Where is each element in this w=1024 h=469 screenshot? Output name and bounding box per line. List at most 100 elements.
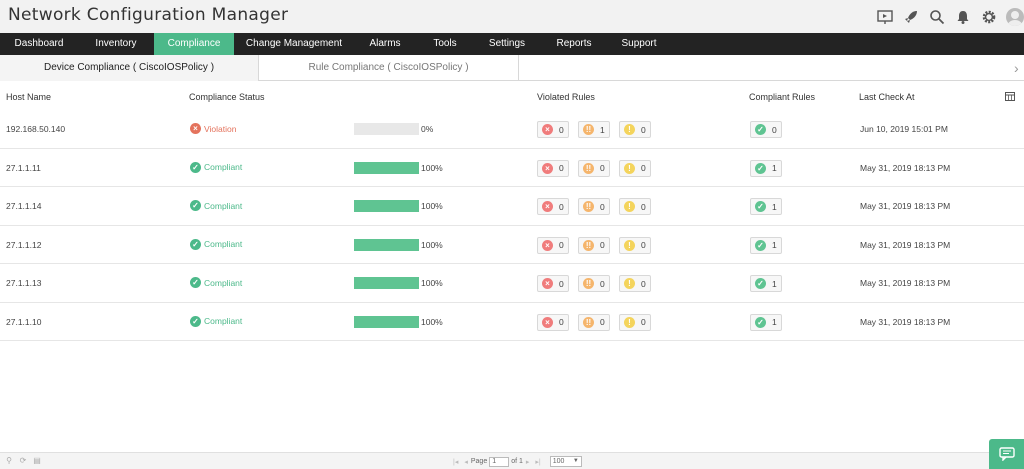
minor-icon: !	[624, 278, 635, 289]
minor-icon: !	[624, 239, 635, 251]
nav-tools[interactable]: Tools	[433, 38, 457, 49]
nav-inventory[interactable]: Inventory	[95, 38, 137, 49]
column-chooser-icon[interactable]	[1005, 92, 1015, 101]
last-check-at: May 31, 2019 18:13 PM	[860, 201, 951, 211]
major-violations-badge[interactable]: !! 0	[578, 159, 610, 177]
host-name[interactable]: 27.1.1.13	[6, 278, 42, 288]
table-row[interactable]: 27.1.1.12 ✓ Compliant 100% × 0 !! 0 ! 0 …	[0, 226, 1024, 264]
compliant-count: 1	[772, 163, 777, 173]
compliance-percent: 0%	[421, 124, 434, 134]
page-number-input[interactable]: 1	[489, 456, 510, 467]
compliant-rules-badge[interactable]: ✓ 1	[750, 313, 782, 331]
minor-violations-badge[interactable]: ! 0	[619, 198, 651, 215]
minor-violations-badge[interactable]: ! 0	[619, 159, 651, 177]
critical-icon: ×	[542, 201, 553, 212]
search-icon[interactable]	[924, 7, 950, 27]
compliant-rules-badge[interactable]: ✓ 1	[750, 198, 782, 215]
table-row[interactable]: 27.1.1.14 ✓ Compliant 100% × 0 !! 0 ! 0 …	[0, 187, 1024, 226]
next-page-icon[interactable]: ▸	[525, 458, 530, 466]
table-row[interactable]: 27.1.1.11 ✓ Compliant 100% × 0 !! 0 ! 0 …	[0, 149, 1024, 187]
critical-violations-badge[interactable]: × 0	[537, 313, 569, 331]
major-violations-badge[interactable]: !! 0	[578, 236, 610, 254]
critical-count: 0	[559, 163, 564, 173]
export-icon[interactable]: ▤	[33, 456, 41, 465]
minor-count: 0	[641, 163, 646, 173]
gear-icon[interactable]	[976, 7, 1002, 27]
host-name[interactable]: 27.1.1.12	[6, 239, 42, 250]
critical-icon: ×	[542, 162, 553, 174]
minor-violations-badge[interactable]: ! 0	[619, 236, 651, 254]
chevron-right-icon[interactable]: ›	[1014, 60, 1019, 76]
compliance-progress-bar	[354, 123, 419, 135]
compliant-rules-badge[interactable]: ✓ 1	[750, 275, 782, 292]
major-violations-badge[interactable]: !! 0	[578, 198, 610, 215]
table-row[interactable]: 27.1.1.10 ✓ Compliant 100% × 0 !! 0 ! 0 …	[0, 303, 1024, 341]
compliant-rules-badge[interactable]: ✓ 0	[750, 121, 782, 138]
compliant-rules-badge[interactable]: ✓ 1	[750, 236, 782, 254]
major-icon: !!	[583, 201, 594, 212]
nav-settings[interactable]: Settings	[488, 38, 526, 49]
critical-violations-badge[interactable]: × 0	[537, 275, 569, 292]
rocket-icon[interactable]	[898, 7, 924, 27]
major-violations-badge[interactable]: !! 0	[578, 313, 610, 331]
critical-violations-badge[interactable]: × 0	[537, 236, 569, 254]
nav-support[interactable]: Support	[621, 38, 657, 49]
chat-button[interactable]	[989, 439, 1024, 469]
table-row[interactable]: 27.1.1.13 ✓ Compliant 100% × 0 !! 0 ! 0 …	[0, 264, 1024, 303]
minor-violations-badge[interactable]: ! 0	[619, 275, 651, 292]
major-count: 0	[600, 240, 605, 250]
major-icon: !!	[583, 162, 594, 174]
critical-violations-badge[interactable]: × 0	[537, 198, 569, 215]
bell-icon[interactable]	[950, 7, 976, 27]
first-page-icon[interactable]: |◂	[453, 458, 459, 466]
major-violations-badge[interactable]: !! 0	[578, 275, 610, 292]
refresh-icon[interactable]: ⟳	[19, 456, 27, 465]
compliance-status: ✓ Compliant	[190, 315, 242, 327]
major-count: 1	[600, 124, 605, 135]
compliant-rules-badge[interactable]: ✓ 1	[750, 159, 782, 177]
status-text: Compliant	[204, 162, 243, 172]
minor-icon: !	[624, 162, 635, 174]
nav-dashboard[interactable]: Dashboard	[14, 38, 64, 49]
host-name[interactable]: 27.1.1.10	[6, 316, 42, 327]
major-violations-badge[interactable]: !! 1	[578, 121, 610, 138]
host-name[interactable]: 27.1.1.11	[6, 162, 41, 173]
status-text: Compliant	[204, 277, 243, 288]
minor-count: 0	[641, 240, 646, 250]
compliance-percent: 100%	[421, 239, 443, 250]
host-name[interactable]: 192.168.50.140	[6, 124, 66, 134]
search-icon[interactable]: ⚲	[6, 456, 12, 465]
header-violated-rules[interactable]: Violated Rules	[537, 92, 595, 102]
avatar[interactable]	[1006, 8, 1024, 26]
status-text: Violation	[204, 123, 237, 134]
compliance-status: ✓ Compliant	[190, 238, 243, 250]
nav-alarms[interactable]: Alarms	[369, 38, 401, 49]
minor-violations-badge[interactable]: ! 0	[619, 121, 651, 138]
minor-count: 0	[641, 317, 646, 327]
nav-reports[interactable]: Reports	[556, 38, 592, 49]
minor-violations-badge[interactable]: ! 0	[619, 313, 651, 331]
last-page-icon[interactable]: ▸|	[535, 458, 541, 466]
critical-violations-badge[interactable]: × 0	[537, 159, 569, 177]
compliance-status: × Violation	[190, 123, 236, 134]
status-text: Compliant	[204, 239, 243, 249]
prev-page-icon[interactable]: ◂	[464, 458, 468, 466]
tab-device-compliance[interactable]: Device Compliance ( CiscoIOSPolicy )	[0, 55, 259, 81]
table-row[interactable]: 192.168.50.140 × Violation 0% × 0 !! 1 !…	[0, 110, 1024, 149]
last-check-at: May 31, 2019 18:13 PM	[860, 239, 951, 250]
header-compliant-rules[interactable]: Compliant Rules	[749, 92, 816, 102]
presentation-icon[interactable]	[872, 7, 898, 27]
compliance-percent: 100%	[421, 316, 443, 327]
tab-rule-compliance[interactable]: Rule Compliance ( CiscoIOSPolicy )	[259, 55, 519, 81]
host-name[interactable]: 27.1.1.14	[6, 201, 42, 211]
header-host-name[interactable]: Host Name	[6, 92, 52, 102]
page-size-select[interactable]: 100	[549, 456, 582, 467]
header-last-check[interactable]: Last Check At	[859, 92, 915, 102]
nav-change-management[interactable]: Change Management	[245, 38, 343, 49]
nav-compliance[interactable]: Compliance	[154, 33, 234, 55]
error-icon: ×	[190, 123, 201, 134]
compliance-status: ✓ Compliant	[190, 277, 242, 288]
header-compliance-status[interactable]: Compliance Status	[189, 92, 265, 102]
compliance-status: ✓ Compliant	[190, 200, 242, 211]
critical-violations-badge[interactable]: × 0	[537, 121, 569, 138]
